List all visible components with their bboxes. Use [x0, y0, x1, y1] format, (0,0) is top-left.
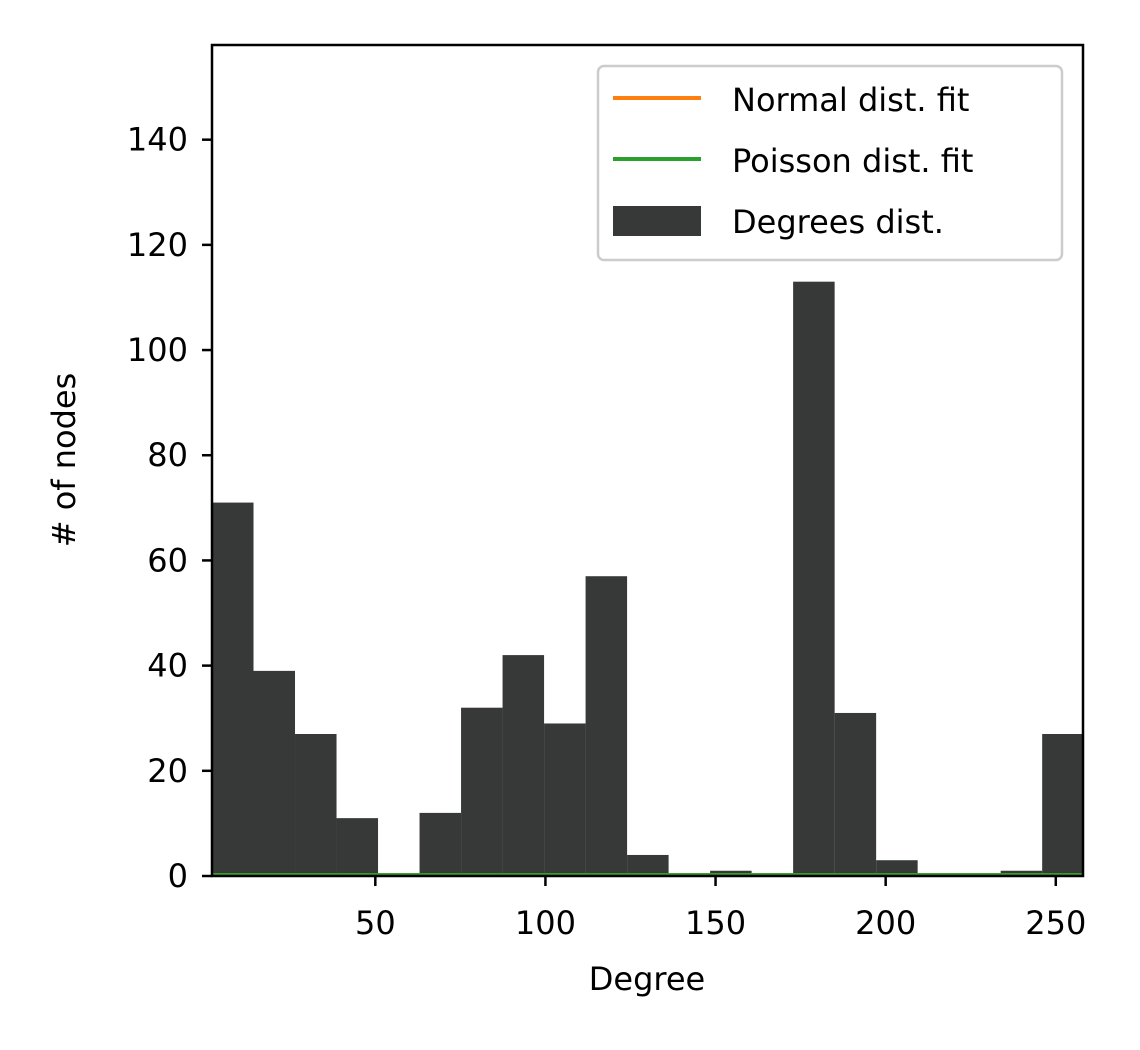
- legend-label-degrees: Degrees dist.: [732, 203, 944, 241]
- histogram-bar: [1042, 733, 1083, 876]
- y-tick-label: 0: [168, 857, 188, 895]
- x-tick-label: 100: [515, 904, 576, 942]
- histogram-bar: [834, 712, 877, 876]
- histogram-bar: [336, 818, 379, 876]
- histogram-bar: [585, 576, 628, 876]
- histogram-bar: [461, 707, 503, 876]
- y-tick-label: 40: [147, 647, 188, 685]
- histogram-bar: [544, 723, 586, 876]
- x-axis-ticks: 50 100 150 200 250: [355, 876, 1086, 942]
- histogram-bar: [419, 812, 462, 876]
- y-tick-label: 60: [147, 541, 188, 579]
- y-axis-label: # of nodes: [45, 373, 83, 548]
- legend-box: [596, 64, 1064, 262]
- x-tick-label: 150: [685, 904, 746, 942]
- histogram-bar: [295, 733, 337, 876]
- x-tick-label: 250: [1025, 904, 1086, 942]
- y-axis-ticks: 0 20 40 60 80 100 120 140: [127, 121, 212, 895]
- y-tick-label: 120: [127, 226, 188, 264]
- x-axis-label: Degree: [589, 960, 705, 998]
- y-tick-label: 100: [127, 331, 188, 369]
- histogram-bar: [793, 281, 835, 876]
- y-tick-label: 80: [147, 436, 188, 474]
- legend-label-normal: Normal dist. fit: [732, 81, 969, 119]
- histogram-bar: [876, 860, 918, 876]
- y-tick-label: 140: [127, 121, 188, 159]
- legend-swatch-degrees: [613, 206, 701, 236]
- histogram-bar: [627, 854, 669, 876]
- histogram-bars: [212, 281, 1083, 876]
- histogram-bar: [502, 655, 545, 876]
- y-tick-label: 20: [147, 752, 188, 790]
- legend-label-poisson: Poisson dist. fit: [732, 142, 973, 180]
- histogram-bar: [253, 670, 296, 876]
- x-tick-label: 200: [855, 904, 916, 942]
- x-tick-label: 50: [355, 904, 396, 942]
- histogram-bar: [212, 502, 254, 876]
- plot-frame: [210, 43, 1085, 878]
- legend: Normal dist. fit Poisson dist. fit Degre…: [596, 64, 1064, 262]
